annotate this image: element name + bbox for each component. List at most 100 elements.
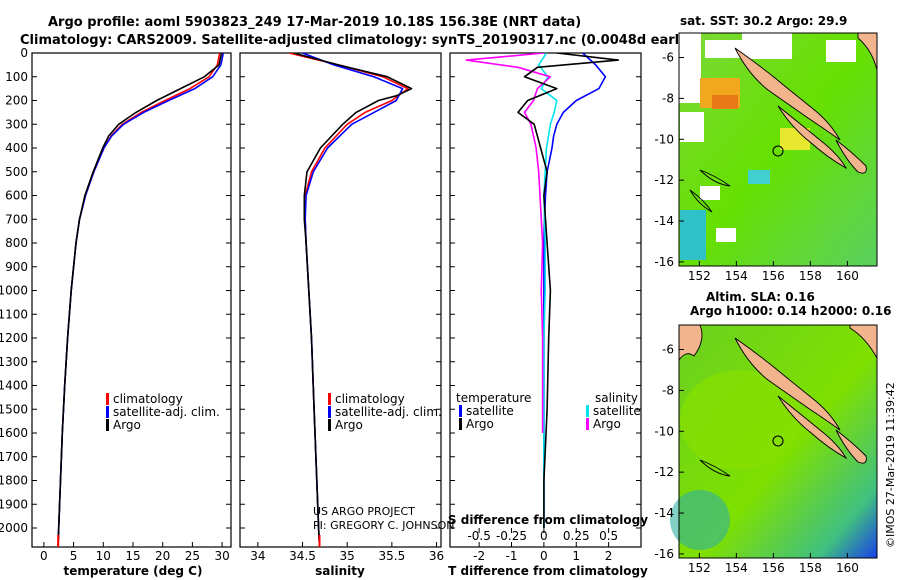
depth-tick-label: 0 bbox=[20, 46, 28, 60]
depth-tick-label: 1700 bbox=[0, 450, 28, 464]
salinity-y-ticks bbox=[240, 52, 441, 529]
missing-data-patch bbox=[705, 40, 745, 58]
credit-project: US ARGO PROJECT bbox=[313, 505, 415, 518]
temperature-x-tick-label: 30 bbox=[214, 549, 229, 563]
salinity-panel: 34 34.5 35 35.5 36 salinity climatology sate… bbox=[239, 52, 454, 578]
temperature-legend: climatology satellite-adj. clim. Argo bbox=[106, 392, 220, 432]
missing-data-patch bbox=[826, 40, 856, 62]
legend-swatch-argo bbox=[106, 419, 109, 431]
sst-map-land bbox=[689, 32, 878, 213]
missing-data-patch bbox=[680, 112, 704, 142]
map-lat-label: -12 bbox=[654, 465, 674, 479]
difference-s-argo-line bbox=[465, 53, 552, 433]
map-lon-label: 152 bbox=[688, 561, 711, 575]
temperature-x-tick-label: 15 bbox=[125, 549, 140, 563]
salinity-legend: climatology satellite-adj. clim. Argo bbox=[328, 392, 442, 432]
salinity-x-tick-label: 34.5 bbox=[289, 549, 316, 563]
reef-outline bbox=[689, 189, 713, 213]
island-shape bbox=[835, 139, 867, 174]
legend-swatch-satellite bbox=[328, 406, 331, 418]
sla-low-anomaly bbox=[670, 490, 730, 550]
map-lat-label: -6 bbox=[662, 343, 674, 357]
map-lon-label: 158 bbox=[799, 269, 822, 283]
difference-t-tick-label: 0 bbox=[540, 549, 548, 563]
map-lat-label: -10 bbox=[654, 424, 674, 438]
salinity-x-tick-label: 35 bbox=[340, 549, 355, 563]
difference-lines bbox=[465, 53, 620, 528]
map-lon-label: 154 bbox=[725, 561, 748, 575]
depth-tick-label: 1000 bbox=[0, 284, 28, 298]
sst-map-axes: -6 -8 -10 -12 -14 -16 152 154 156 158 160 bbox=[654, 51, 858, 283]
cool-sst-patch bbox=[748, 170, 770, 184]
depth-tick-label: 600 bbox=[5, 189, 28, 203]
difference-s-xlabel: S difference from climatology bbox=[448, 513, 648, 527]
reef-outline bbox=[699, 459, 731, 477]
sla-map-axes: -6 -8 -10 -12 -14 -16 152 154 156 158 160 bbox=[654, 343, 858, 575]
map-lon-label: 156 bbox=[762, 561, 785, 575]
map-lon-label: 158 bbox=[799, 561, 822, 575]
legend-t-satellite: satellite bbox=[466, 404, 514, 418]
map-lat-label: -8 bbox=[662, 91, 674, 105]
temperature-climatology-line bbox=[57, 53, 221, 547]
legend-satellite: satellite-adj. clim. bbox=[335, 405, 442, 419]
temperature-x-tick-label: 10 bbox=[96, 549, 111, 563]
legend-swatch-argo bbox=[328, 419, 331, 431]
map-lat-label: -8 bbox=[662, 383, 674, 397]
legend-s-argo: Argo bbox=[593, 417, 621, 431]
depth-tick-label: 300 bbox=[5, 117, 28, 131]
difference-s-tick-label: 0 bbox=[540, 529, 548, 543]
salinity-x-axis: 34 34.5 35 35.5 36 bbox=[250, 542, 444, 563]
salinity-x-tick-label: 34 bbox=[250, 549, 265, 563]
depth-tick-label: 1600 bbox=[0, 426, 28, 440]
legend-temperature-title: temperature bbox=[456, 391, 531, 405]
map-lon-label: 152 bbox=[688, 269, 711, 283]
depth-tick-label: 400 bbox=[5, 141, 28, 155]
figure-title-line1: Argo profile: aoml 5903823_249 17-Mar-20… bbox=[48, 15, 581, 30]
island-shape bbox=[678, 324, 703, 362]
temperature-xlabel: temperature (deg C) bbox=[64, 564, 203, 578]
island-shape bbox=[835, 429, 867, 464]
sla-map: Altim. SLA: 0.16 Argo h1000: 0.14 h2000:… bbox=[654, 290, 891, 575]
depth-axis: 0 100 200 300 400 500 600 700 800 900 1000 1100 1200… bbox=[0, 46, 231, 535]
depth-tick-label: 200 bbox=[5, 94, 28, 108]
legend-swatch-climatology bbox=[106, 393, 109, 405]
temperature-x-tick-label: 25 bbox=[185, 549, 200, 563]
depth-tick-label: 100 bbox=[5, 70, 28, 84]
island-shape bbox=[734, 337, 841, 431]
depth-tick-label: 1100 bbox=[0, 307, 28, 321]
legend-swatch-t-satellite bbox=[459, 405, 462, 417]
legend-swatch-satellite bbox=[106, 406, 109, 418]
legend-s-satellite: satellite bbox=[593, 404, 641, 418]
legend-swatch-s-satellite bbox=[586, 405, 589, 417]
difference-s-tick-label: 0.5 bbox=[599, 529, 618, 543]
salinity-satellite-line bbox=[302, 53, 404, 547]
legend-swatch-climatology bbox=[328, 393, 331, 405]
depth-tick-label: 1500 bbox=[0, 402, 28, 416]
map-lat-label: -16 bbox=[654, 547, 674, 561]
figure-title-line2: Climatology: CARS2009. Satellite-adjuste… bbox=[20, 33, 705, 48]
cool-sst-patch bbox=[680, 210, 706, 260]
legend-t-argo: Argo bbox=[466, 417, 494, 431]
difference-t-tick-label: 2 bbox=[605, 549, 613, 563]
salinity-x-tick-label: 36 bbox=[429, 549, 444, 563]
map-lat-label: -6 bbox=[662, 51, 674, 65]
missing-data-patch bbox=[700, 186, 720, 200]
temperature-axes-box bbox=[31, 52, 232, 548]
temperature-x-tick-label: 5 bbox=[70, 549, 78, 563]
temperature-x-axis: 0 5 10 15 20 25 30 bbox=[40, 542, 230, 563]
map-lon-label: 160 bbox=[836, 269, 859, 283]
imos-stamp: ©IMOS 27-Mar-2019 11:39:42 bbox=[884, 382, 897, 548]
difference-s-tick-label: 0.25 bbox=[563, 529, 590, 543]
map-lat-label: -16 bbox=[654, 255, 674, 269]
map-lon-label: 154 bbox=[725, 269, 748, 283]
difference-y-ticks bbox=[450, 52, 641, 529]
legend-argo: Argo bbox=[113, 418, 141, 432]
temperature-argo-line bbox=[57, 53, 223, 547]
missing-data-patch bbox=[716, 228, 736, 242]
legend-satellite: satellite-adj. clim. bbox=[113, 405, 220, 419]
island-shape bbox=[777, 105, 848, 170]
legend-argo: Argo bbox=[335, 418, 363, 432]
reef-outline bbox=[699, 169, 731, 187]
map-lat-label: -14 bbox=[654, 506, 674, 520]
argo-float-marker bbox=[772, 145, 784, 157]
